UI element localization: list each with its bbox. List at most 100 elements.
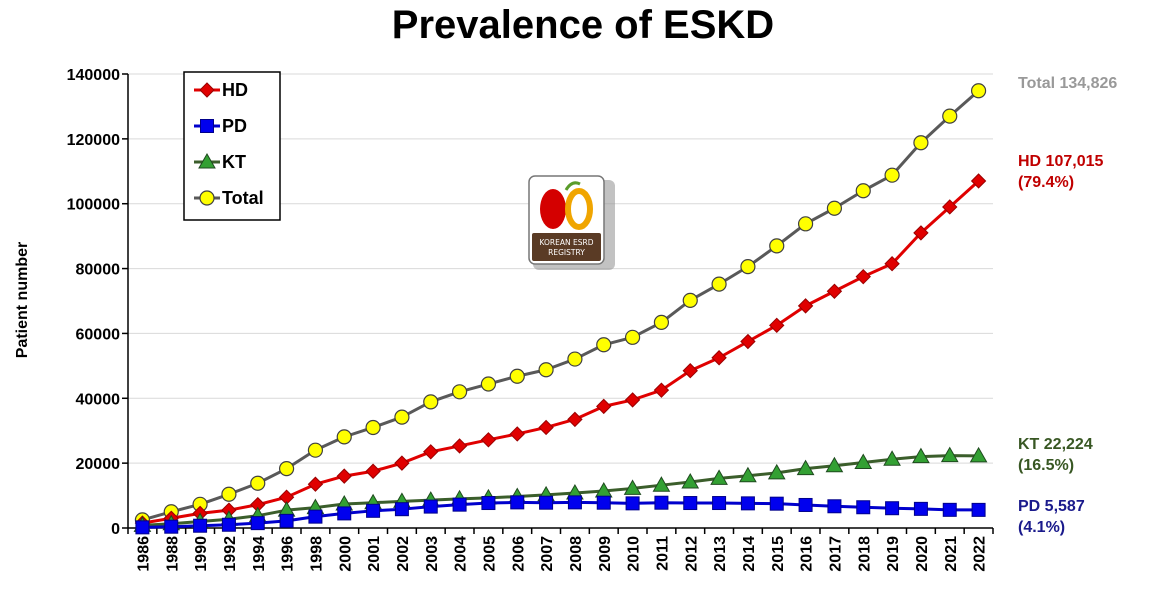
point-pd [971,502,986,517]
legend-label: HD [222,80,248,100]
point-total [307,442,324,458]
x-tick-label: 2015 [770,536,787,572]
chart-title: Prevalence of ESKD [392,3,774,47]
x-tick-label: 2020 [914,536,931,572]
point-pd [827,499,842,514]
point-total [970,83,987,99]
point-hd [538,419,554,436]
point-hd [596,398,612,415]
legend-item-total: Total [194,188,264,208]
point-kt [681,472,700,489]
legend-item-pd: PD [194,116,247,136]
point-pd [250,516,265,531]
x-tick-label: 2002 [395,536,412,572]
legend-marker [200,119,214,133]
point-total [682,292,698,308]
point-pd [942,502,957,517]
x-tick-label: 2009 [597,536,614,572]
point-hd [394,455,410,471]
point-hd [509,426,525,442]
point-pd [798,497,813,512]
point-pd [510,495,525,510]
point-total [365,419,381,436]
point-total [596,337,612,353]
point-total [250,475,266,491]
x-tick-label: 2021 [943,536,960,572]
point-total [624,329,641,345]
point-kt [796,459,815,476]
point-total [913,135,929,151]
point-pd [913,501,928,516]
point-pd [712,496,727,511]
point-total [567,351,583,367]
point-hd [826,283,843,299]
x-tick-label: 2013 [712,536,729,572]
point-kt [710,469,728,485]
point-total [451,384,468,400]
legend-label: KT [222,152,246,172]
y-tick-labels: 0 20000 40000 60000 80000 100000 120000 140000 [67,67,120,538]
series-line-kt [142,454,979,527]
point-pd [625,496,640,511]
y-tick-label: 0 [111,521,120,538]
point-hd [336,468,352,484]
point-pd [394,502,409,517]
point-total [336,429,352,445]
y-tick-label: 140000 [67,67,120,84]
point-hd [711,350,727,366]
x-tick-label: 1996 [280,536,297,572]
series-total [134,83,987,528]
point-total [740,259,756,275]
point-hd [423,444,439,460]
point-kt [912,447,930,464]
point-pd [308,509,323,524]
point-hd [970,173,987,189]
point-hd [942,199,958,215]
point-kt [854,453,873,469]
logo-kidney-left [540,189,566,229]
legend-marker [198,152,216,169]
y-tick-label: 100000 [67,197,120,214]
point-pd [337,506,352,521]
x-tick-label: 2011 [654,536,671,571]
x-tick-label: 2018 [856,536,873,572]
x-tick-label: 1994 [251,536,268,572]
x-tick-label: 2007 [539,536,556,572]
series-pd [135,495,986,535]
x-tick-label: 1990 [193,536,210,572]
x-tick-label: 2005 [481,536,498,572]
x-tick-label: 1998 [308,536,325,572]
point-pd [567,495,582,510]
point-hd [740,333,756,350]
point-pd [740,496,755,511]
point-hd [797,298,814,314]
series-layer [133,83,988,535]
point-kt [767,463,786,480]
point-total [394,409,410,425]
x-tick-label: 2016 [799,536,816,572]
point-kt [969,446,988,463]
point-total [711,276,727,292]
point-pd [366,503,381,518]
end-annotations: Total 134,826 HD 107,015 (79.4%) KT 22,224 (… [1018,75,1117,536]
point-kt [883,450,901,466]
point-total [423,394,439,410]
x-tick-label: 2004 [453,536,470,572]
logo-text: REGISTRY [548,248,585,257]
point-total [221,486,237,502]
y-tick-label: 20000 [76,456,121,473]
point-total [855,183,871,199]
y-axis-label: Patient number [14,242,31,358]
point-total [826,200,843,216]
legend-marker [199,190,215,206]
legend-item-hd: HD [194,80,248,100]
logo-leaf [564,181,581,191]
point-total [480,376,497,392]
logo-kidney-right [565,188,593,230]
axes [122,73,994,534]
point-pd [769,496,784,511]
x-tick-label: 2022 [972,536,989,572]
annotation-kt: (16.5%) [1018,457,1074,474]
legend: HD PD KT Total [183,71,281,221]
point-total [653,314,670,331]
